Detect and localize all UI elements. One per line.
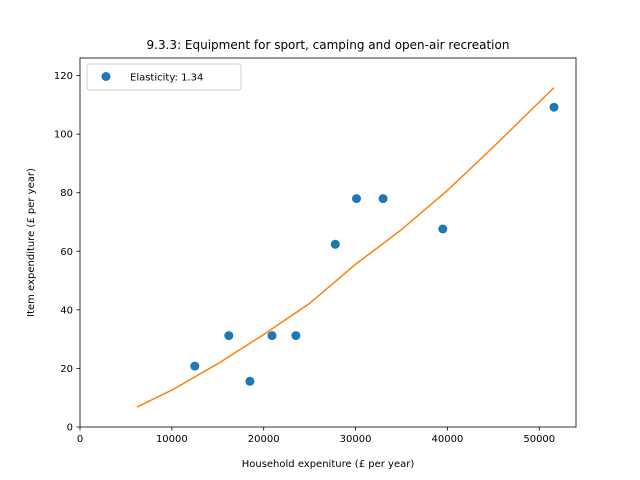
x-tick-label: 10000 bbox=[156, 434, 188, 445]
data-point bbox=[378, 194, 388, 204]
y-tick-label: 40 bbox=[60, 305, 73, 316]
data-point bbox=[224, 331, 234, 341]
y-tick-label: 0 bbox=[67, 423, 73, 434]
x-tick-label: 50000 bbox=[523, 434, 555, 445]
plot-frame bbox=[79, 57, 577, 428]
x-axis: 0 10000 20000 30000 40000 50000 bbox=[77, 427, 555, 445]
data-point bbox=[330, 239, 340, 249]
data-point bbox=[438, 224, 448, 234]
data-point bbox=[267, 331, 277, 341]
plot-area bbox=[79, 57, 577, 428]
x-tick-label: 40000 bbox=[432, 434, 464, 445]
legend: Elasticity: 1.34 bbox=[86, 63, 242, 91]
data-point bbox=[245, 376, 255, 386]
y-tick-label: 100 bbox=[54, 130, 73, 141]
y-tick-label: 60 bbox=[60, 247, 73, 258]
data-point bbox=[291, 331, 301, 341]
data-point bbox=[352, 194, 361, 204]
x-axis-label: Household expeniture (£ per year) bbox=[242, 459, 415, 470]
legend-marker bbox=[101, 72, 111, 81]
x-tick-label: 30000 bbox=[340, 434, 372, 445]
data-point bbox=[190, 361, 200, 371]
y-tick-label: 120 bbox=[54, 71, 73, 82]
chart-title: 9.3.3: Equipment for sport, camping and … bbox=[147, 38, 510, 52]
data-point bbox=[549, 102, 559, 112]
points-layer bbox=[190, 102, 559, 386]
y-tick-label: 20 bbox=[60, 364, 73, 375]
fit-curve bbox=[136, 87, 555, 408]
y-axis: 0 20 40 60 80 100 120 bbox=[54, 71, 80, 434]
x-tick-label: 20000 bbox=[248, 434, 280, 445]
fit-line-layer bbox=[136, 87, 555, 408]
legend-label: Elasticity: 1.34 bbox=[130, 73, 203, 84]
x-tick-label: 0 bbox=[77, 434, 83, 445]
y-axis-label: Item expenditure (£ per year) bbox=[26, 168, 37, 317]
legend-box bbox=[86, 63, 242, 91]
y-tick-label: 80 bbox=[60, 188, 73, 199]
